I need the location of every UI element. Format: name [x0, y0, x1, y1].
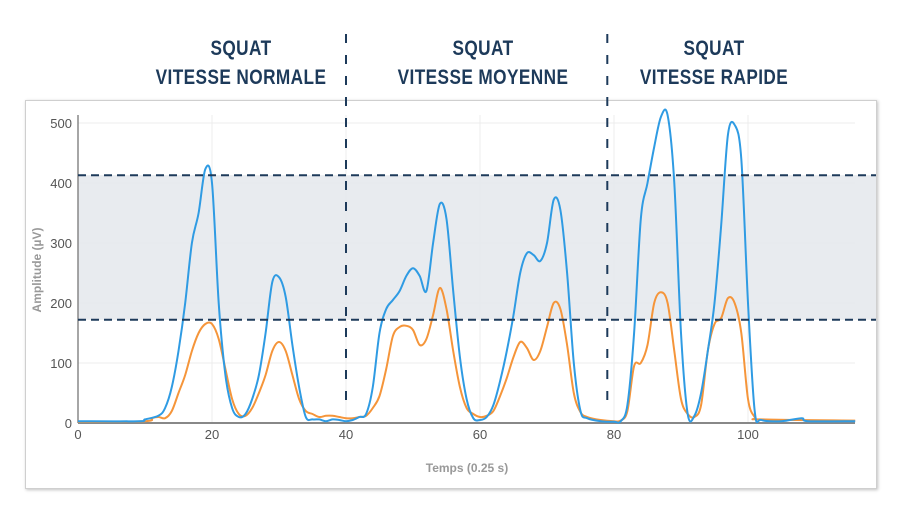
- series-line-1: [77, 108, 856, 424]
- y-axis-label: Amplitude (µV): [30, 228, 44, 313]
- y-tick-label: 0: [65, 416, 72, 431]
- phase-title-line2: VITESSE NORMALE: [155, 66, 327, 89]
- x-tick-label: 80: [607, 427, 621, 442]
- phase-title-line1: SQUAT: [452, 37, 514, 60]
- axes: [77, 115, 855, 424]
- phase-title-line1: SQUAT: [683, 37, 745, 60]
- x-tick-label: 40: [339, 427, 353, 442]
- phase-title-line2: VITESSE RAPIDE: [639, 66, 789, 89]
- x-tick-label: 100: [737, 427, 759, 442]
- y-tick-label: 500: [50, 116, 72, 131]
- phase-title-moyenne: SQUAT VITESSE MOYENNE: [385, 34, 582, 92]
- y-tick-label: 300: [50, 236, 72, 251]
- y-tick-label: 100: [50, 356, 72, 371]
- x-tick-label: 0: [74, 427, 81, 442]
- x-tick-label: 60: [473, 427, 487, 442]
- phase-title-rapide: SQUAT VITESSE RAPIDE: [616, 34, 813, 92]
- threshold-band: [78, 175, 876, 320]
- phase-title-line2: VITESSE MOYENNE: [397, 66, 569, 89]
- series-lines: [77, 108, 856, 424]
- tick-labels: 0 100 200 300 400 500 0 20 40 60 80 100: [50, 116, 759, 442]
- dashed-lines: [78, 34, 876, 412]
- y-tick-label: 400: [50, 176, 72, 191]
- x-tick-label: 20: [205, 427, 219, 442]
- x-axis-label: Temps (0.25 s): [426, 461, 508, 475]
- y-tick-label: 200: [50, 296, 72, 311]
- phase-title-normal: SQUAT VITESSE NORMALE: [143, 34, 340, 92]
- phase-title-line1: SQUAT: [210, 37, 272, 60]
- series-line-2: [77, 286, 856, 423]
